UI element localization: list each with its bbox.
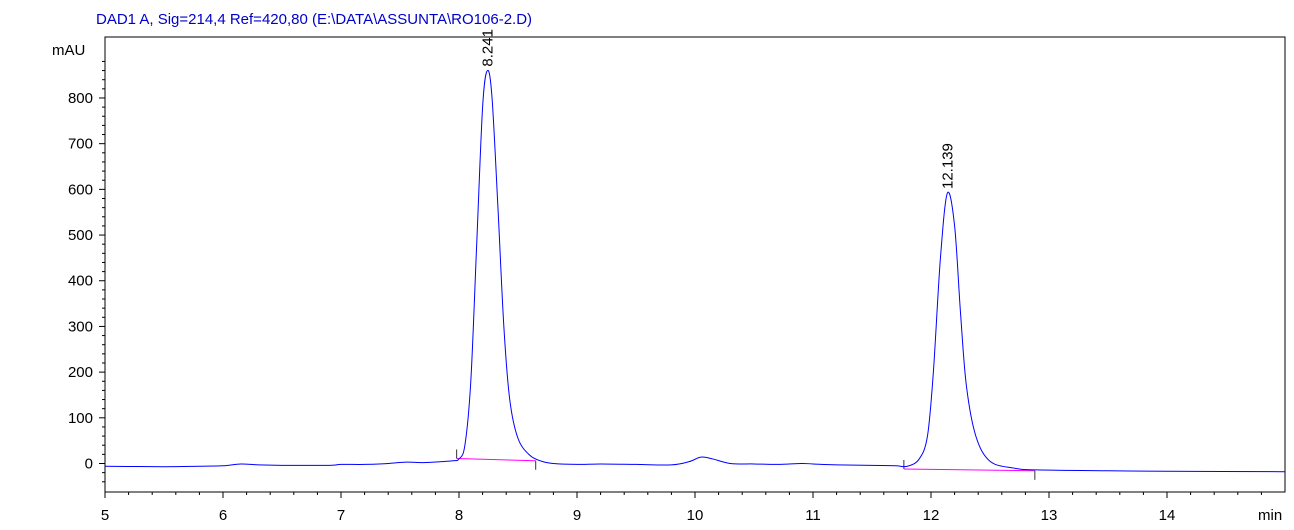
x-tick-label: 5 <box>101 507 109 524</box>
peak-baseline <box>456 457 536 462</box>
plot-frame <box>104 36 1286 493</box>
x-tick-label: 10 <box>687 507 704 524</box>
y-axis-label: mAU <box>52 42 85 59</box>
peak-rt-label: 12.139 <box>939 143 956 189</box>
y-tick-label: 500 <box>68 227 93 244</box>
x-tick-label: 13 <box>1041 507 1058 524</box>
chart-title: DAD1 A, Sig=214,4 Ref=420,80 (E:\DATA\AS… <box>96 11 532 28</box>
y-tick-label: 800 <box>68 90 93 107</box>
peak-rt-label: 8.241 <box>479 29 496 67</box>
peak-baseline <box>903 468 1035 472</box>
peak-labels: 8.241 12.139 <box>479 29 956 189</box>
y-tick-label: 200 <box>68 364 93 381</box>
y-tick-label: 400 <box>68 273 93 290</box>
x-tick-label: 7 <box>337 507 345 524</box>
x-tick-label: 11 <box>805 507 821 524</box>
x-tick-label: 9 <box>573 507 581 524</box>
y-tick-label: 600 <box>68 181 93 198</box>
x-tick-label: 14 <box>1159 507 1176 524</box>
y-tick-label: 700 <box>68 136 93 153</box>
x-tick-label: 6 <box>219 507 227 524</box>
x-tick-label: 8 <box>455 507 463 524</box>
x-tick-label: 12 <box>923 507 940 524</box>
integration-baselines <box>456 449 1036 480</box>
x-axis-label: min <box>1258 507 1282 524</box>
y-tick-label: 0 <box>85 456 93 473</box>
signal-series-line <box>104 69 1286 473</box>
y-axis-ticks: 0 100 200 300 400 500 600 700 800 <box>68 60 105 483</box>
y-tick-label: 100 <box>68 410 93 427</box>
x-axis-ticks: 5 6 7 8 9 10 11 12 13 14 <box>101 492 1262 524</box>
y-tick-label: 300 <box>68 318 93 335</box>
